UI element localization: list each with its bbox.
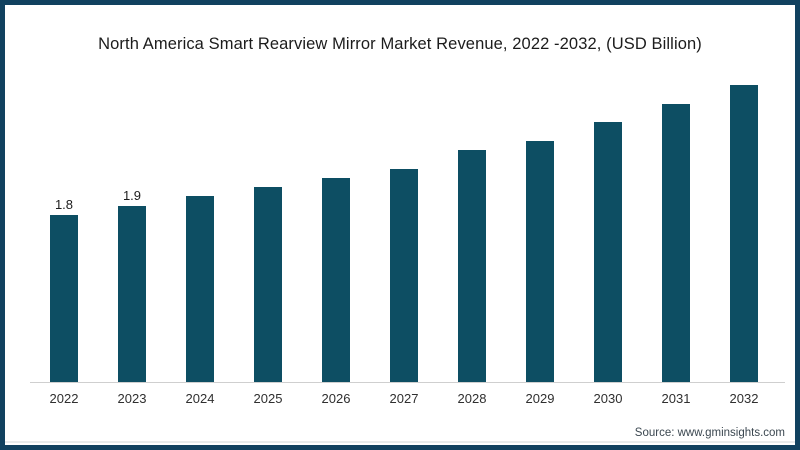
bar-2026 xyxy=(322,178,350,382)
bar-2030 xyxy=(594,122,622,382)
bar-2025 xyxy=(254,187,282,382)
x-tick-2029: 2029 xyxy=(525,391,555,406)
bar-value-label-2023: 1.9 xyxy=(122,188,142,203)
x-tick-2031: 2031 xyxy=(661,391,691,406)
bar-value-label-2022: 1.8 xyxy=(54,197,74,212)
x-tick-2022: 2022 xyxy=(49,391,79,406)
x-tick-2025: 2025 xyxy=(253,391,283,406)
x-tick-2027: 2027 xyxy=(389,391,419,406)
bar-cell-2023: 1.9 xyxy=(118,188,146,382)
bar-2028 xyxy=(458,150,486,382)
plot-area: 1.8 1.9 2022 2023 2024 2025 2026 2027 2028 2029 2… xyxy=(5,5,795,445)
chart-title: North America Smart Rearview Mirror Mark… xyxy=(98,35,702,53)
bar-2024 xyxy=(186,196,214,382)
bottom-divider xyxy=(5,441,795,443)
x-tick-2024: 2024 xyxy=(185,391,215,406)
bar-cell-2028 xyxy=(458,150,486,382)
x-tick-2028: 2028 xyxy=(457,391,487,406)
bar-cell-2032 xyxy=(730,85,758,382)
bar-cell-2031 xyxy=(662,104,690,382)
bar-2022 xyxy=(50,215,78,382)
source-note: Source: www.gminsights.com xyxy=(634,427,785,439)
bar-cell-2026 xyxy=(322,178,350,382)
bar-cell-2022: 1.8 xyxy=(50,197,78,382)
bars: 1.8 1.9 xyxy=(50,5,758,382)
bar-2029 xyxy=(526,141,554,382)
bar-cell-2029 xyxy=(526,141,554,382)
x-tick-2032: 2032 xyxy=(729,391,759,406)
x-tick-2023: 2023 xyxy=(117,391,147,406)
bar-2032 xyxy=(730,85,758,382)
x-tick-2026: 2026 xyxy=(321,391,351,406)
x-axis-labels: 2022 2023 2024 2025 2026 2027 2028 2029 2030 2031… xyxy=(49,391,759,406)
x-tick-2030: 2030 xyxy=(593,391,623,406)
bar-cell-2024 xyxy=(186,196,214,382)
bar-2027 xyxy=(390,169,418,382)
bar-cell-2030 xyxy=(594,122,622,382)
bar-cell-2027 xyxy=(390,169,418,382)
bar-2023 xyxy=(118,206,146,382)
bar-cell-2025 xyxy=(254,187,282,382)
bar-2031 xyxy=(662,104,690,382)
x-axis-line xyxy=(30,382,785,383)
